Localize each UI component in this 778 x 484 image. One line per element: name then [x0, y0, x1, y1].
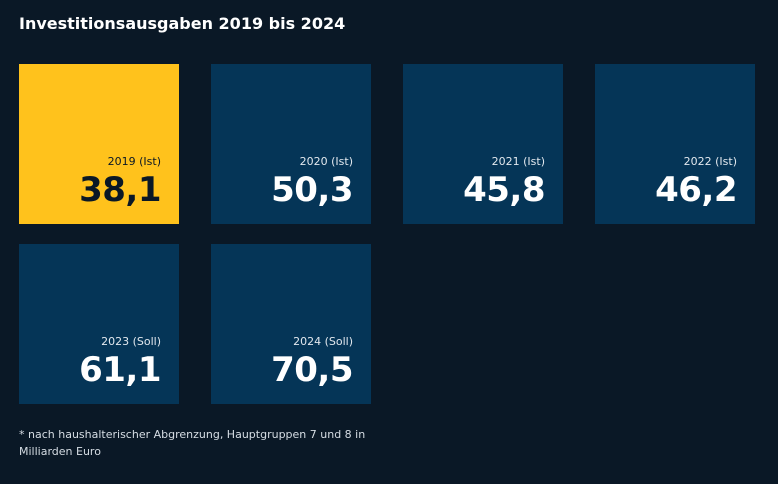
tile-value: 46,2 [655, 170, 737, 210]
tile-value: 38,1 [79, 170, 161, 210]
tile-value: 50,3 [271, 170, 353, 210]
tile-value: 70,5 [271, 350, 353, 390]
tile-year-label: 2024 (Soll) [293, 335, 353, 348]
value-tile: 2021 (Ist) 45,8 [403, 64, 563, 224]
tile-value: 45,8 [463, 170, 545, 210]
value-tile: 2019 (Ist) 38,1 [19, 64, 179, 224]
tile-value: 61,1 [79, 350, 161, 390]
value-tile: 2024 (Soll) 70,5 [211, 244, 371, 404]
tile-year-label: 2020 (Ist) [299, 155, 353, 168]
value-tile: 2023 (Soll) 61,1 [19, 244, 179, 404]
tile-year-label: 2021 (Ist) [491, 155, 545, 168]
footnote: * nach haushalterischer Abgrenzung, Haup… [19, 428, 366, 458]
value-tile: 2022 (Ist) 46,2 [595, 64, 755, 224]
tile-year-label: 2019 (Ist) [107, 155, 161, 168]
tile-year-label: 2023 (Soll) [101, 335, 161, 348]
value-tile: 2020 (Ist) 50,3 [211, 64, 371, 224]
tile-year-label: 2022 (Ist) [683, 155, 737, 168]
chart-title: Investitionsausgaben 2019 bis 2024 [19, 14, 346, 33]
